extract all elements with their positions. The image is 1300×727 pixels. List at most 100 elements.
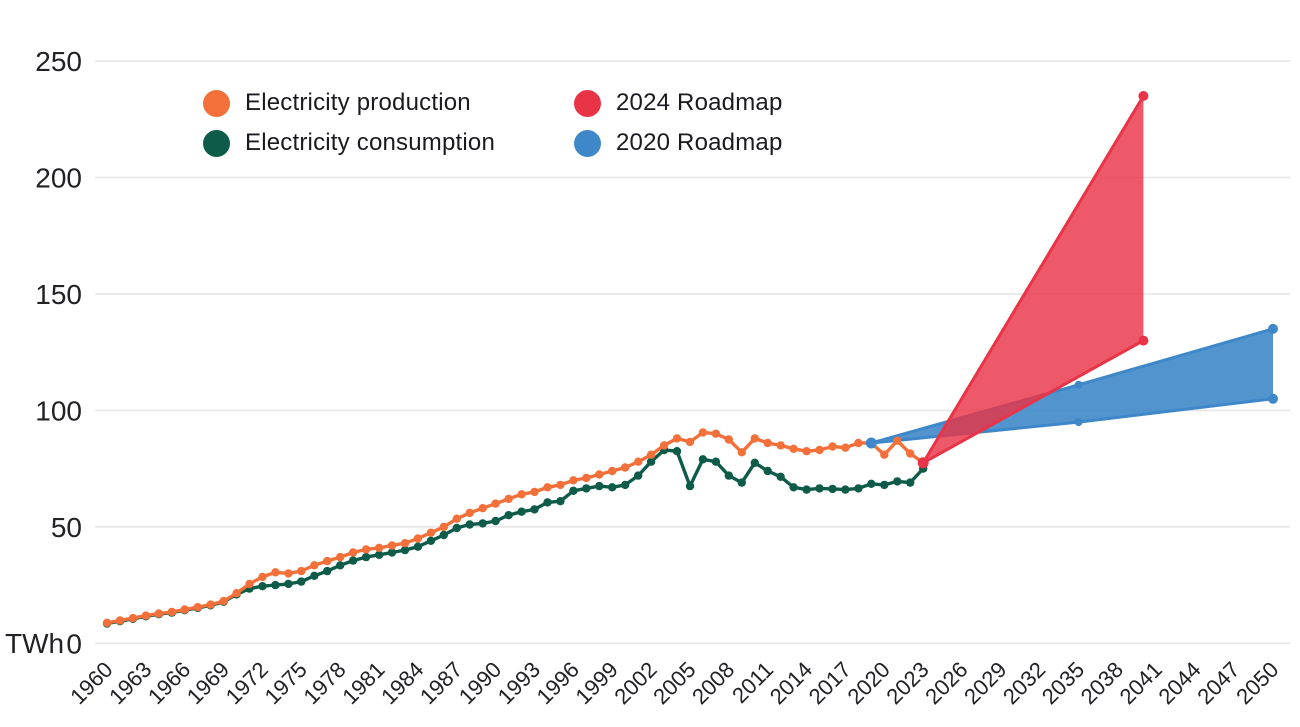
point-electricity-production-2003 <box>659 441 669 450</box>
point-electricity-production-1963 <box>141 611 151 620</box>
point-electricity-production-2001 <box>634 457 643 466</box>
point-electricity-production-1979 <box>348 548 358 557</box>
x-tick-label-2017: 2017 <box>804 657 856 709</box>
point-electricity-consumption-1999 <box>608 483 617 492</box>
x-tick-label-1960: 1960 <box>65 657 117 709</box>
point-electricity-production-1976 <box>310 561 319 570</box>
point-electricity-production-1969 <box>219 596 228 606</box>
legend-label-electricity-production: Electricity production <box>245 89 471 116</box>
production-swatch-icon <box>203 89 230 117</box>
point-electricity-production-1983 <box>400 539 410 548</box>
point-electricity-consumption-2000 <box>621 480 630 490</box>
point-electricity-consumption-2013 <box>789 483 798 492</box>
x-tick-label-2032: 2032 <box>998 657 1050 709</box>
series-layer <box>102 428 928 628</box>
roadmap-2024-swatch-icon <box>574 89 601 117</box>
legend-column-right: 2024 Roadmap 2020 Roadmap <box>574 89 783 157</box>
point-electricity-consumption-2002 <box>646 457 656 466</box>
point-electricity-consumption-2008 <box>724 471 733 480</box>
point-electricity-consumption-2018 <box>854 484 863 493</box>
point-electricity-production-1977 <box>323 556 332 566</box>
point-electricity-production-2022 <box>906 449 915 458</box>
x-tick-label-1987: 1987 <box>415 657 467 709</box>
point-electricity-production-1965 <box>167 607 176 617</box>
point-electricity-consumption-1987 <box>452 523 461 533</box>
point-electricity-production-1988 <box>465 508 474 518</box>
point-electricity-consumption-2014 <box>802 485 811 494</box>
point-roadmap-2020-2035 <box>1074 380 1083 389</box>
point-electricity-consumption-2017 <box>841 485 850 494</box>
point-electricity-production-2016 <box>828 442 837 451</box>
x-tick-label-1978: 1978 <box>298 657 350 709</box>
legend-label-electricity-consumption: Electricity consumption <box>245 129 496 156</box>
point-electricity-consumption-1974 <box>284 579 293 589</box>
point-electricity-production-2012 <box>776 441 785 450</box>
x-tick-label-2023: 2023 <box>881 657 933 709</box>
point-electricity-production-2009 <box>737 448 746 457</box>
point-electricity-production-1990 <box>491 499 500 508</box>
point-electricity-production-1984 <box>413 534 423 543</box>
point-electricity-consumption-2010 <box>750 458 759 467</box>
x-tick-label-1969: 1969 <box>182 657 234 709</box>
legend-item-electricity-consumption: Electricity consumption <box>203 129 495 157</box>
point-electricity-production-1992 <box>517 490 526 499</box>
point-electricity-consumption-1998 <box>595 481 604 491</box>
x-tick-label-2050: 2050 <box>1231 657 1283 709</box>
point-electricity-consumption-1995 <box>556 497 565 506</box>
point-electricity-consumption-2012 <box>776 472 785 481</box>
point-electricity-consumption-1979 <box>348 556 358 565</box>
x-tick-label-1999: 1999 <box>570 657 622 709</box>
x-tick-label-2014: 2014 <box>765 657 817 709</box>
legend-item-2024-roadmap: 2024 Roadmap <box>574 89 783 117</box>
point-electricity-consumption-2009 <box>737 478 746 487</box>
point-electricity-consumption-1984 <box>413 542 423 551</box>
x-tick-label-2047: 2047 <box>1192 657 1244 709</box>
point-electricity-production-1991 <box>504 494 513 504</box>
x-tick-label-2029: 2029 <box>959 657 1011 709</box>
area-roadmap-2020 <box>871 328 1273 443</box>
point-electricity-production-2015 <box>815 445 824 455</box>
y-tick-label-100: 100 <box>35 395 82 426</box>
point-electricity-production-2018 <box>854 438 863 448</box>
point-electricity-production-1989 <box>478 504 487 513</box>
x-tick-label-2005: 2005 <box>648 657 700 709</box>
point-electricity-production-1972 <box>258 572 267 582</box>
legend-item-electricity-production: Electricity production <box>203 89 495 117</box>
point-electricity-consumption-1972 <box>258 582 267 591</box>
point-electricity-consumption-1986 <box>439 530 448 540</box>
point-electricity-production-1967 <box>193 603 202 612</box>
x-tick-label-2008: 2008 <box>687 657 739 709</box>
point-electricity-production-1982 <box>387 541 397 550</box>
point-electricity-production-1987 <box>452 514 461 523</box>
x-tick-label-1975: 1975 <box>260 657 312 709</box>
x-tick-label-1963: 1963 <box>104 657 156 709</box>
x-tick-label-1972: 1972 <box>221 657 273 709</box>
point-roadmap-2024-2023 <box>917 457 929 469</box>
roadmap-2020-swatch-icon <box>574 129 601 157</box>
point-electricity-consumption-1997 <box>582 484 591 493</box>
point-electricity-consumption-1975 <box>297 577 306 586</box>
grid-layer <box>95 60 1290 645</box>
x-tick-label-2026: 2026 <box>920 657 972 709</box>
y-tick-label-200: 200 <box>35 163 82 194</box>
edge-lower-roadmap-2024 <box>921 339 1145 465</box>
point-roadmap-2020-2050 <box>1268 393 1278 404</box>
legend-item-2020-roadmap: 2020 Roadmap <box>574 129 783 157</box>
point-electricity-production-1985 <box>426 528 436 537</box>
point-electricity-consumption-2022 <box>906 478 915 487</box>
point-electricity-production-1986 <box>439 522 448 532</box>
x-tick-label-2041: 2041 <box>1115 657 1167 709</box>
point-roadmap-2024-2040 <box>1138 91 1149 101</box>
point-electricity-consumption-1991 <box>504 511 513 520</box>
projection-points-layer <box>865 91 1278 469</box>
point-electricity-consumption-1992 <box>517 507 526 516</box>
point-electricity-consumption-2019 <box>867 479 876 488</box>
x-tick-label-2002: 2002 <box>609 657 661 709</box>
point-electricity-production-1962 <box>128 613 138 623</box>
point-electricity-consumption-1996 <box>569 486 578 495</box>
x-tick-label-1981: 1981 <box>337 657 389 709</box>
x-tick-label-2011: 2011 <box>727 657 778 708</box>
point-electricity-production-1974 <box>284 569 293 578</box>
